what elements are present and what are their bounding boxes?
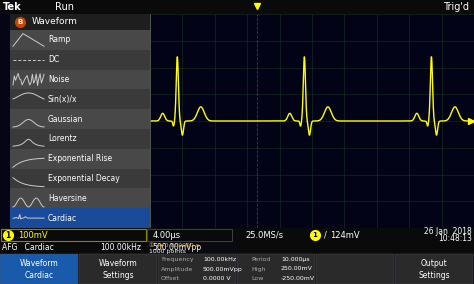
Text: 26 Jan  2018: 26 Jan 2018: [424, 227, 472, 236]
Text: 4.00μs: 4.00μs: [153, 231, 181, 239]
Bar: [10, 70, 150, 89]
Text: Waveform: Waveform: [20, 259, 59, 268]
Text: 10.000μs: 10.000μs: [281, 257, 310, 262]
Text: B: B: [18, 19, 23, 25]
Text: Tek: Tek: [3, 2, 22, 12]
Text: Period: Period: [251, 257, 271, 262]
Bar: [10, 14, 150, 30]
Text: 25.0MS/s: 25.0MS/s: [245, 231, 283, 239]
Text: 100mV: 100mV: [18, 231, 47, 239]
Text: 1: 1: [139, 116, 145, 126]
Text: 1000 points: 1000 points: [149, 249, 186, 254]
Text: 0.0000 V: 0.0000 V: [203, 276, 231, 281]
Text: Lorentz: Lorentz: [48, 134, 77, 143]
Text: 1: 1: [5, 231, 10, 239]
Text: Waveform: Waveform: [32, 18, 78, 26]
Bar: [1, 229, 146, 241]
Text: 1: 1: [312, 232, 318, 238]
Bar: [0, 0, 474, 14]
Text: Frequency: Frequency: [161, 257, 193, 262]
Text: Settings: Settings: [103, 271, 134, 280]
Text: Cardiac: Cardiac: [48, 214, 77, 223]
Text: Output: Output: [421, 259, 448, 268]
Bar: [147, 229, 232, 241]
Bar: [147, 242, 237, 254]
Bar: [150, 14, 474, 228]
Bar: [0, 242, 474, 254]
Text: 10:48:13: 10:48:13: [438, 234, 472, 243]
Text: Trig'd: Trig'd: [443, 2, 469, 12]
Text: Low: Low: [251, 276, 264, 281]
Bar: [10, 14, 150, 228]
Text: 500.00mVpp: 500.00mVpp: [152, 243, 201, 252]
Text: Exponential Rise: Exponential Rise: [48, 154, 112, 163]
Text: Ramp: Ramp: [48, 36, 70, 44]
Bar: [10, 188, 150, 208]
Bar: [0, 14, 150, 228]
Bar: [316, 254, 394, 284]
FancyBboxPatch shape: [136, 116, 148, 126]
Text: 500.00mVpp: 500.00mVpp: [203, 266, 243, 272]
Bar: [79, 254, 157, 284]
Bar: [10, 129, 150, 149]
Bar: [10, 149, 150, 169]
Bar: [0, 254, 79, 284]
Text: /: /: [324, 231, 327, 239]
Text: DC: DC: [48, 55, 59, 64]
Text: 100.00kHz: 100.00kHz: [100, 243, 141, 252]
Text: Offset: Offset: [161, 276, 180, 281]
Text: Waveform: Waveform: [99, 259, 138, 268]
Text: Sin(x)/x: Sin(x)/x: [48, 95, 78, 104]
Bar: [10, 109, 150, 129]
Text: 250.00mV: 250.00mV: [281, 266, 313, 272]
Bar: [10, 169, 150, 188]
Text: High: High: [251, 266, 265, 272]
Text: ①→►0.000000 s: ①→►0.000000 s: [149, 243, 199, 248]
Bar: [10, 89, 150, 109]
Text: Exponential Decay: Exponential Decay: [48, 174, 120, 183]
Text: 100.00kHz: 100.00kHz: [203, 257, 236, 262]
Text: Noise: Noise: [48, 75, 69, 84]
Text: Amplitude: Amplitude: [161, 266, 193, 272]
Bar: [10, 30, 150, 50]
Bar: [395, 254, 474, 284]
Text: Cardiac: Cardiac: [25, 271, 54, 280]
Text: Haversine: Haversine: [48, 194, 87, 203]
Bar: [158, 254, 237, 284]
Text: AFG   Cardiac: AFG Cardiac: [2, 243, 54, 252]
Bar: [237, 254, 316, 284]
Text: 124mV: 124mV: [330, 231, 360, 239]
Text: -250.00mV: -250.00mV: [281, 276, 315, 281]
Bar: [10, 50, 150, 70]
Text: Gaussian: Gaussian: [48, 115, 83, 124]
Bar: [10, 208, 150, 228]
Text: Run: Run: [55, 2, 74, 12]
Bar: [0, 228, 474, 242]
Text: Settings: Settings: [419, 271, 450, 280]
